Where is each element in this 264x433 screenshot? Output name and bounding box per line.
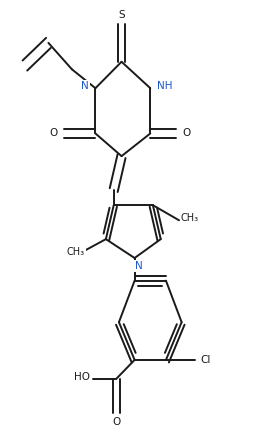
Text: Cl: Cl [200,355,210,365]
Text: N: N [81,81,89,91]
Text: N: N [135,261,142,271]
Text: NH: NH [157,81,172,91]
Text: S: S [118,10,125,19]
Text: CH₃: CH₃ [180,213,199,223]
Text: CH₃: CH₃ [67,247,85,257]
Text: HO: HO [74,372,90,382]
Text: O: O [50,129,58,139]
Text: O: O [112,417,120,427]
Text: O: O [183,129,191,139]
